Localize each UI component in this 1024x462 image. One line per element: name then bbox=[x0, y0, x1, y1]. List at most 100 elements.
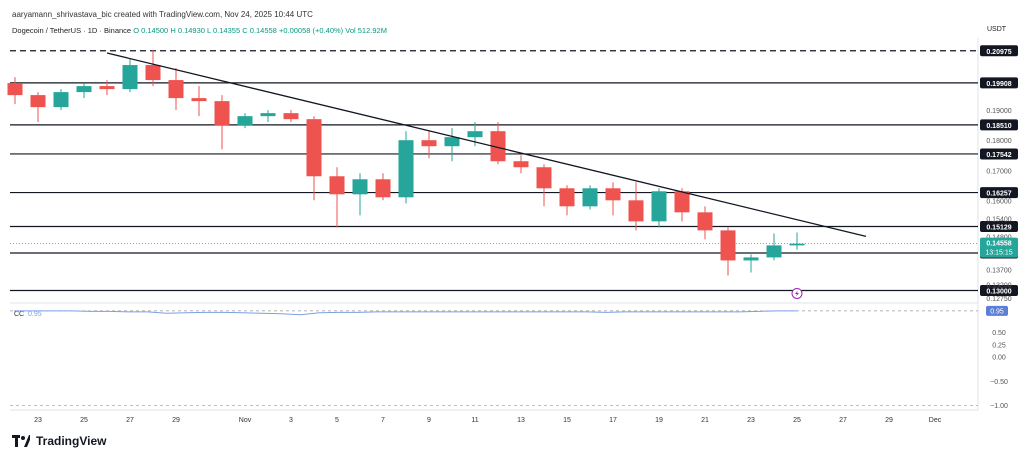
ohlc-open: O 0.14500 bbox=[133, 26, 169, 35]
cc-indicator-label: CC bbox=[14, 311, 24, 318]
bar-countdown: 13:15:15 bbox=[985, 250, 1012, 257]
cc-tick-label: 0.00 bbox=[992, 355, 1006, 362]
cc-tick-label: 0.50 bbox=[992, 330, 1006, 337]
candle-body bbox=[7, 83, 23, 96]
horizontal-levels bbox=[10, 50, 978, 299]
time-tick-label: 7 bbox=[381, 417, 385, 424]
price-tick-label: 0.17000 bbox=[986, 168, 1011, 175]
candle-body bbox=[191, 98, 207, 102]
last-price-label: 0.14558 bbox=[986, 241, 1011, 248]
price-axis: 0.20975 0.19908 0.18510 0.17542 0.16257 0.151… bbox=[980, 45, 1018, 410]
time-tick-label: 25 bbox=[793, 417, 801, 424]
cc-tick-label: −0.50 bbox=[990, 379, 1008, 386]
time-tick-label: 27 bbox=[839, 417, 847, 424]
price-tick-label: 0.15400 bbox=[986, 216, 1011, 223]
candle-body bbox=[674, 191, 690, 213]
level-price-label: 0.18510 bbox=[986, 123, 1011, 130]
level-price-label: 0.13000 bbox=[986, 288, 1011, 295]
level-price-label: 0.16257 bbox=[986, 191, 1011, 198]
tradingview-logo[interactable]: TradingView bbox=[12, 434, 106, 448]
candle-body bbox=[720, 230, 736, 261]
symbol-ohlc-bar[interactable]: Dogecoin / TetherUS · 1D · Binance O 0.1… bbox=[12, 26, 387, 35]
level-price-label: 0.19908 bbox=[986, 81, 1011, 88]
candle-body bbox=[145, 65, 161, 81]
ohlc-high: H 0.14930 bbox=[170, 26, 205, 35]
candle-body bbox=[766, 245, 782, 258]
time-tick-label: 25 bbox=[80, 417, 88, 424]
candle-body bbox=[329, 176, 345, 195]
descending-trendline bbox=[106, 52, 867, 238]
price-tick-label: 0.16000 bbox=[986, 198, 1011, 205]
cc-value-label: 0.95 bbox=[990, 308, 1004, 315]
level-price-badge bbox=[980, 148, 1018, 160]
candle-body bbox=[697, 212, 713, 231]
time-tick-label: 29 bbox=[885, 417, 893, 424]
time-tick-label: 17 bbox=[609, 417, 617, 424]
time-tick-label: 11 bbox=[471, 417, 478, 424]
time-tick-label: 29 bbox=[172, 417, 180, 424]
candle-body bbox=[513, 161, 529, 168]
time-tick-label: Dec bbox=[929, 417, 942, 424]
candle-body bbox=[421, 140, 437, 147]
price-tick-label: 0.19000 bbox=[986, 108, 1011, 115]
chart-credit: aaryamann_shrivastava_bic created with T… bbox=[12, 10, 313, 19]
time-axis: 23 25 27 29 Nov 3 5 7 9 11 13 15 17 19 21 23 25 27 29 Dec bbox=[34, 417, 942, 424]
level-price-badge bbox=[980, 187, 1018, 199]
last-price-badge bbox=[980, 237, 1018, 258]
price-tick-label: 0.12750 bbox=[986, 296, 1011, 303]
level-price-badge bbox=[980, 119, 1018, 131]
ohlc-low: L 0.14355 bbox=[207, 26, 241, 35]
level-price-badge bbox=[980, 77, 1018, 89]
candle-body bbox=[122, 65, 138, 90]
candle-body bbox=[490, 131, 506, 162]
cc-indicator-pane: CC 0.95 bbox=[10, 310, 978, 406]
time-tick-label: 27 bbox=[126, 417, 134, 424]
symbol-title[interactable]: Dogecoin / TetherUS · 1D · Binance bbox=[12, 26, 132, 35]
level-price-label: 0.15129 bbox=[986, 224, 1011, 231]
candle-body bbox=[651, 191, 667, 222]
level-price-badge bbox=[980, 284, 1018, 296]
ohlc-change: +0.00058 (+0.40%) bbox=[278, 26, 344, 35]
candle-body bbox=[789, 243, 805, 246]
level-price-badge bbox=[980, 45, 1018, 57]
candle-body bbox=[352, 179, 368, 195]
time-tick-label: 21 bbox=[701, 417, 709, 424]
cc-tick-label: 0.25 bbox=[992, 342, 1006, 349]
candle-body bbox=[536, 167, 552, 189]
ohlc-close: C 0.14558 bbox=[242, 26, 277, 35]
candle-body bbox=[53, 92, 69, 108]
alert-bolt-icon bbox=[795, 290, 799, 297]
logo-text: TradingView bbox=[36, 434, 107, 448]
cc-tick-label: −1.00 bbox=[990, 403, 1008, 410]
candle-body bbox=[260, 113, 276, 117]
cc-indicator-value: 0.95 bbox=[28, 311, 42, 318]
candle-body bbox=[30, 95, 46, 108]
time-tick-label: 3 bbox=[289, 417, 293, 424]
candle-body bbox=[168, 80, 184, 99]
candle-body bbox=[398, 140, 414, 198]
candle-body bbox=[99, 86, 115, 90]
grid bbox=[10, 38, 979, 411]
time-tick-label: 13 bbox=[517, 417, 525, 424]
time-tick-label: 9 bbox=[427, 417, 431, 424]
currency-label[interactable]: USDT bbox=[987, 26, 1007, 33]
trendline bbox=[106, 52, 867, 238]
candle-body bbox=[467, 131, 483, 138]
tradingview-logo-icon bbox=[12, 435, 30, 447]
candle-body bbox=[444, 137, 460, 147]
candle-body bbox=[743, 257, 759, 261]
price-tick-label: 0.13700 bbox=[986, 267, 1011, 274]
candle-body bbox=[559, 188, 575, 207]
candle-body bbox=[306, 119, 322, 177]
candle-body bbox=[605, 188, 621, 201]
cc-value-badge bbox=[986, 305, 1008, 316]
time-tick-label: 23 bbox=[747, 417, 755, 424]
level-price-label: 0.20975 bbox=[986, 49, 1011, 56]
candle-body bbox=[76, 86, 92, 93]
level-price-label: 0.17542 bbox=[986, 152, 1011, 159]
candle-body bbox=[375, 179, 391, 198]
candle-body bbox=[582, 188, 598, 207]
candle-body bbox=[214, 101, 230, 126]
time-tick-label: 19 bbox=[655, 417, 663, 424]
